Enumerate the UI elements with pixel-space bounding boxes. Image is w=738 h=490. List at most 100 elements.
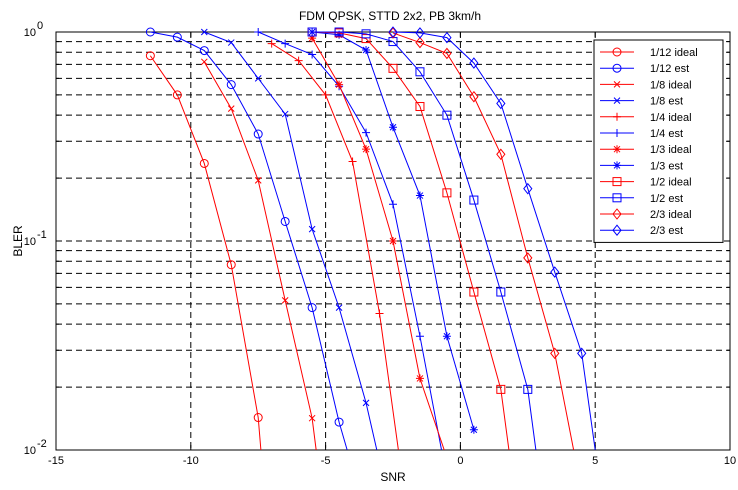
series-1-3-est — [308, 28, 478, 434]
data-point — [267, 39, 276, 48]
data-point — [613, 161, 621, 170]
series-1-8-ideal — [200, 58, 317, 451]
series-1-4-ideal — [267, 39, 399, 451]
data-point — [550, 347, 560, 360]
data-point — [389, 123, 397, 132]
data-point — [334, 27, 344, 37]
data-point — [172, 32, 182, 42]
data-point — [389, 237, 397, 245]
legend-box — [593, 39, 724, 243]
series-line — [150, 31, 348, 451]
x-tick-label: 10 — [724, 455, 736, 467]
data-point — [253, 413, 263, 423]
series-line — [149, 55, 262, 451]
legend-label: 1/12 ideal — [650, 47, 698, 59]
legend-item: 1/2 est — [600, 193, 683, 205]
series-line — [258, 31, 443, 451]
data-point — [362, 46, 371, 55]
series-1-8-est — [200, 28, 378, 451]
data-point — [612, 47, 622, 57]
legend-label: 1/8 ideal — [650, 79, 692, 91]
series-1-2-est — [307, 27, 537, 451]
data-point — [334, 417, 344, 427]
legend-item: 1/4 ideal — [600, 112, 692, 124]
data-point — [442, 332, 451, 341]
data-point — [254, 75, 262, 82]
data-point — [613, 129, 621, 137]
data-point — [308, 414, 316, 422]
y-axis-label: BLER — [11, 225, 25, 257]
data-point — [280, 216, 290, 226]
data-point — [612, 208, 622, 220]
series-1-12-est — [145, 27, 348, 451]
legend-label: 1/12 est — [650, 63, 689, 75]
legend-item: 1/2 ideal — [600, 177, 692, 189]
legend-label: 1/2 ideal — [650, 177, 692, 189]
data-point — [307, 303, 317, 313]
x-axis-label: SNR — [380, 470, 406, 484]
data-point — [415, 67, 425, 77]
legend-item: 1/3 est — [600, 160, 683, 172]
data-point — [469, 287, 479, 297]
data-point — [281, 39, 290, 48]
data-point — [281, 110, 289, 118]
data-point — [612, 224, 622, 237]
x-tick-label: -10 — [183, 455, 199, 467]
data-point — [469, 57, 479, 69]
data-point — [145, 27, 155, 37]
data-point — [254, 177, 262, 184]
legend-item: 1/8 ideal — [600, 79, 692, 91]
data-point — [361, 29, 371, 39]
series-line — [312, 31, 510, 451]
data-point — [415, 191, 424, 200]
y-tick-label: 10 — [24, 445, 36, 457]
data-point — [388, 27, 398, 39]
series-1-12-ideal — [145, 51, 263, 451]
data-point — [612, 63, 622, 73]
chart-title: FDM QPSK, STTD 2x2, PB 3km/h — [299, 9, 481, 23]
x-tick-label: -5 — [321, 455, 331, 467]
data-point — [200, 58, 208, 66]
series-line — [271, 43, 399, 451]
data-point — [361, 34, 371, 44]
data-point — [415, 102, 425, 112]
data-point — [415, 36, 425, 49]
data-point — [145, 51, 155, 61]
series-line — [392, 31, 596, 451]
legend-label: 1/4 est — [650, 128, 683, 140]
data-point — [200, 28, 208, 36]
data-point — [172, 90, 182, 100]
data-point — [227, 39, 235, 46]
y-tick-exponent: -1 — [37, 229, 47, 241]
series-1-3-ideal — [308, 34, 445, 451]
data-point — [199, 46, 209, 56]
data-point — [469, 195, 479, 205]
data-point — [308, 50, 317, 59]
data-point — [612, 193, 622, 203]
data-point — [550, 266, 560, 278]
data-point — [496, 148, 506, 161]
data-point — [307, 27, 317, 37]
data-point — [415, 374, 424, 383]
legend-item: 1/3 ideal — [600, 144, 692, 156]
data-point — [415, 332, 424, 341]
data-point — [613, 97, 621, 104]
data-point — [362, 128, 371, 137]
y-tick-label: 10 — [24, 236, 36, 248]
legend-item: 1/4 est — [600, 128, 683, 140]
x-tick-label: -15 — [48, 455, 64, 467]
legend-label: 2/3 est — [650, 225, 683, 237]
data-point — [442, 110, 452, 120]
data-point — [523, 384, 533, 394]
data-point — [254, 28, 263, 36]
y-tick-exponent: 0 — [37, 20, 43, 32]
data-point — [226, 260, 236, 270]
data-point — [442, 31, 452, 44]
data-point — [227, 105, 235, 112]
legend: 1/12 ideal 1/12 est 1/8 ideal 1/8 est 1/4 id… — [593, 39, 724, 243]
data-point — [362, 145, 371, 154]
data-point — [362, 399, 370, 407]
data-point — [281, 297, 289, 304]
